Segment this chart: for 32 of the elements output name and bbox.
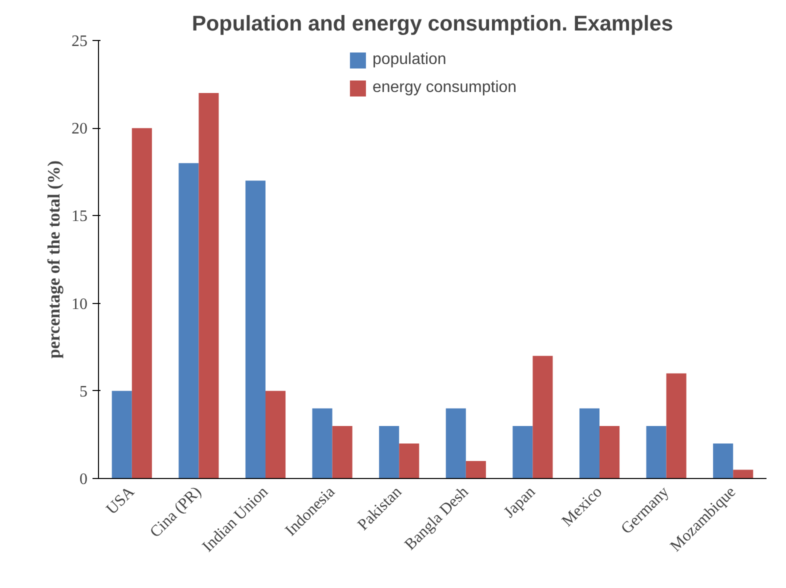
bar	[399, 443, 420, 478]
y-tick-label: 5	[80, 383, 88, 400]
bar	[198, 93, 219, 478]
bar	[178, 163, 199, 478]
x-tick-label: Cina (PR)	[147, 483, 205, 542]
bar	[379, 426, 400, 478]
bar	[600, 426, 620, 478]
x-tick-label: USA	[103, 483, 138, 518]
bar	[532, 356, 553, 478]
y-tick-label: 10	[72, 296, 88, 313]
bar	[446, 408, 466, 478]
y-tick-label: 15	[72, 208, 88, 226]
bar	[512, 426, 533, 478]
bar	[466, 460, 486, 478]
y-axis-title: percentage of the total (%)	[44, 160, 64, 358]
chart-title: Population and energy consumption. Examples	[192, 12, 674, 36]
bar	[132, 128, 152, 478]
y-tick-label: 25	[72, 33, 88, 50]
y-tick-label: 0	[80, 471, 88, 488]
bar	[713, 443, 734, 478]
bar	[266, 390, 286, 478]
bar	[646, 426, 666, 478]
legend-label: energy consumption	[372, 79, 517, 97]
legend-label: population	[372, 51, 446, 69]
bar	[332, 426, 352, 478]
bar	[312, 408, 332, 478]
y-tick-label: 20	[72, 120, 88, 138]
bar	[579, 408, 600, 478]
bar	[245, 180, 266, 478]
bar	[733, 470, 754, 478]
bar	[112, 390, 132, 478]
bar	[666, 373, 686, 478]
